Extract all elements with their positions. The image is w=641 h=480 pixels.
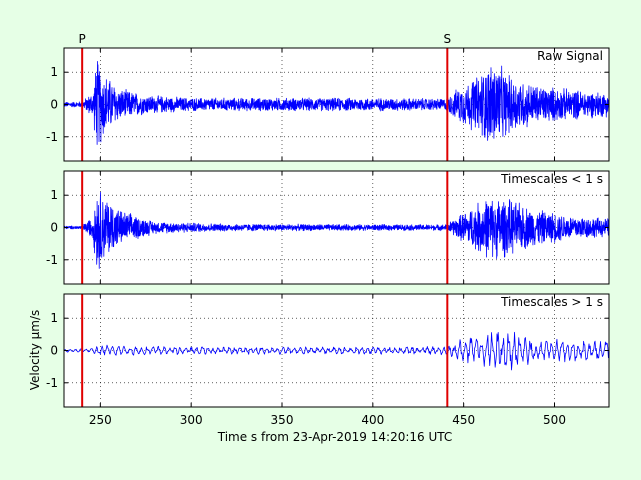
- phase-label-s: S: [444, 32, 452, 46]
- y-axis-label: Velocity μm/s: [28, 310, 42, 391]
- x-tick-label: 450: [452, 413, 475, 427]
- x-tick-label: 500: [543, 413, 566, 427]
- x-tick-label: 250: [89, 413, 112, 427]
- seismic-trace: [63, 191, 610, 269]
- y-tick-label: 0: [50, 344, 58, 358]
- y-tick-label: 0: [50, 221, 58, 235]
- panel-1: -1 0 1 Raw Signal: [46, 47, 610, 162]
- y-tick-label: -1: [46, 130, 58, 144]
- seismic-trace: [63, 331, 610, 371]
- phase-label-p: P: [79, 32, 86, 46]
- panel-label: Raw Signal: [537, 49, 603, 63]
- x-tick-label: 400: [361, 413, 384, 427]
- y-tick-label: -1: [46, 376, 58, 390]
- x-tick-label: 350: [271, 413, 294, 427]
- x-tick-label: 300: [180, 413, 203, 427]
- x-axis-label: Time s from 23-Apr-2019 14:20:16 UTC: [217, 430, 453, 444]
- panel-3: -1 0 1 Timescales > 1 s 250 300 350 400 450 500: [46, 293, 610, 427]
- panels: -1 0 1 Raw Signal -1 0 1 Timescales < 1 s -1 0 1 Ti…: [46, 32, 610, 427]
- panel-label: Timescales > 1 s: [500, 295, 603, 309]
- y-tick-label: 1: [50, 311, 58, 325]
- panel-label: Timescales < 1 s: [500, 172, 603, 186]
- y-tick-label: 1: [50, 65, 58, 79]
- panel-2: -1 0 1 Timescales < 1 s: [46, 170, 610, 285]
- y-tick-label: 0: [50, 98, 58, 112]
- y-tick-label: 1: [50, 188, 58, 202]
- seismic-trace: [63, 61, 610, 145]
- y-tick-label: -1: [46, 253, 58, 267]
